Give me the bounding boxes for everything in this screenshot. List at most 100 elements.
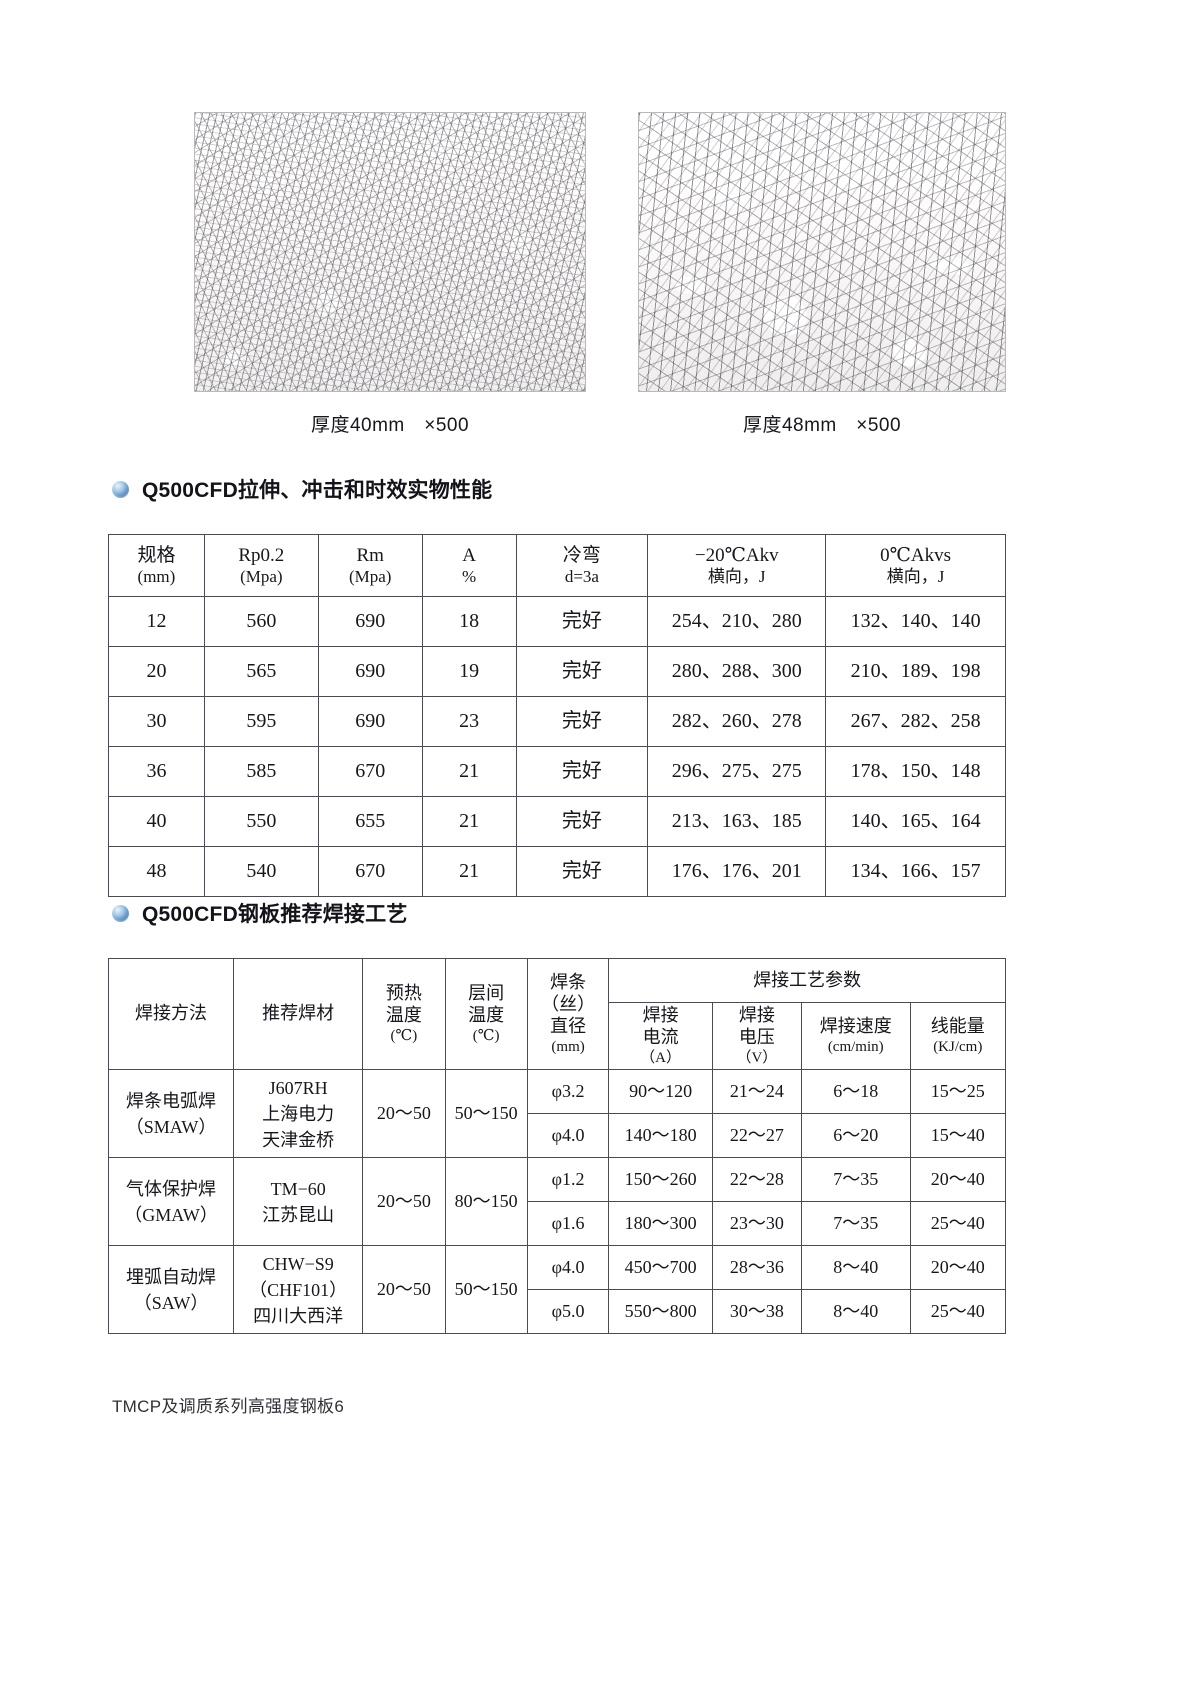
cell-akv-minus20: 254、210、280 — [647, 596, 827, 647]
cell-akv-minus20: 176、176、201 — [647, 846, 827, 897]
cell-spec: 40 — [108, 796, 205, 847]
table-row: 36 585 670 21 完好 296、275、275 178、150、148 — [108, 746, 1006, 797]
micrograph-block-48mm: 厚度48mm ×500 — [638, 112, 1006, 437]
cell-cold-bend: 完好 — [515, 746, 649, 797]
cell-welding-current: 180～300 — [608, 1201, 713, 1247]
section-heading-label: Q500CFD拉伸、冲击和时效实物性能 — [142, 479, 493, 502]
cell-akv-0: 140、165、164 — [825, 796, 1006, 847]
table-row: 40 550 655 21 完好 213、163、185 140、165、164 — [108, 796, 1006, 847]
micrograph-row: 厚度40mm ×500 厚度48mm ×500 — [0, 112, 1200, 437]
col-header-rm: Rm (Mpa) — [317, 534, 423, 597]
table-header-row: 规格 (mm) Rp0.2 (Mpa) Rm (Mpa) A % 冷弯 d=3a… — [108, 534, 1006, 597]
cell-weld-method: 埋弧自动焊 （SAW） — [107, 1245, 235, 1335]
cell-weld-method-line: （SMAW） — [125, 1116, 217, 1137]
cell-spec: 30 — [108, 696, 205, 747]
cell-welding-speed: 7～35 — [800, 1201, 911, 1247]
table-header-row-sub: 焊接 电流 （A） 焊接 电压 （V） 焊接速度 (cm/min) 线能量 (K… — [109, 1001, 1007, 1071]
cell-interpass-temp: 50～150 — [444, 1245, 528, 1335]
cell-spec: 20 — [108, 646, 205, 697]
cell-electrode-diameter: φ5.0 — [526, 1289, 610, 1335]
welding-procedure-table: 焊接方法 推荐焊材 预热 温度 (℃) 层间 温度 (℃) 焊条 （丝） 直径 … — [107, 957, 1007, 1335]
table-row: 48 540 670 21 完好 176、176、201 134、166、157 — [108, 846, 1006, 897]
cell-heat-input: 15～40 — [909, 1113, 1007, 1159]
header-line1: 层间 — [468, 983, 505, 1003]
col-header-line1: A — [462, 544, 476, 566]
header-unit: (℃) — [472, 1027, 500, 1044]
cell-akv-0: 210、189、198 — [825, 646, 1006, 697]
cell-weld-method-line: （SAW） — [133, 1292, 209, 1313]
cell-welding-current: 550～800 — [608, 1289, 713, 1335]
cell-filler-metal: CHW−S9 （CHF101） 四川大西洋 — [233, 1245, 364, 1335]
col-header-line2: (mm) — [137, 566, 176, 586]
header-line2: 温度 — [385, 1004, 422, 1025]
cell-electrode-diameter: φ1.6 — [526, 1201, 610, 1247]
cell-elongation: 19 — [421, 646, 517, 697]
microstructure-image-40mm — [194, 112, 586, 392]
col-header-heat-input: 线能量 (KJ/cm) — [909, 1001, 1007, 1071]
header-unit: (℃) — [390, 1027, 418, 1044]
cell-akv-minus20: 296、275、275 — [647, 746, 827, 797]
cell-filler-metal-line: 四川大西洋 — [253, 1305, 344, 1326]
table-row: φ5.0 550～800 30～38 8～40 25～40 — [109, 1289, 1007, 1335]
cell-weld-method-line: 气体保护焊 — [126, 1178, 217, 1199]
col-header-cold-bend: 冷弯 d=3a — [515, 534, 649, 597]
cell-elongation: 21 — [421, 796, 517, 847]
cell-rp02: 565 — [203, 646, 319, 697]
cell-welding-speed: 6～20 — [800, 1113, 911, 1159]
col-header-line2: 横向，J — [886, 566, 945, 586]
header-unit: （V） — [736, 1049, 778, 1066]
cell-filler-metal-line: J607RH — [268, 1077, 328, 1098]
header-unit: (cm/min) — [827, 1038, 884, 1055]
cell-interpass-temp: 50～150 — [444, 1069, 528, 1159]
header-line2: 电压 — [738, 1026, 775, 1047]
header-line2: （丝） — [541, 993, 596, 1014]
cell-rp02: 595 — [203, 696, 319, 747]
header-unit: （A） — [640, 1049, 682, 1066]
col-header-weld-method: 焊接方法 — [107, 957, 235, 1071]
micrograph-caption-48mm: 厚度48mm ×500 — [742, 415, 902, 436]
cell-elongation: 21 — [421, 846, 517, 897]
cell-welding-voltage: 22～27 — [711, 1113, 802, 1159]
cell-akv-0: 132、140、140 — [825, 596, 1006, 647]
col-header-line2: d=3a — [564, 566, 599, 586]
header-line1: 焊条 — [550, 972, 587, 993]
cell-welding-current: 450～700 — [608, 1245, 713, 1291]
microstructure-image-48mm — [638, 112, 1006, 392]
cell-elongation: 21 — [421, 746, 517, 797]
cell-electrode-diameter: φ4.0 — [526, 1113, 610, 1159]
cell-cold-bend: 完好 — [515, 596, 649, 647]
cell-electrode-diameter: φ4.0 — [526, 1245, 610, 1291]
micrograph-block-40mm: 厚度40mm ×500 — [194, 112, 586, 437]
header-line1: 焊接 — [642, 1005, 679, 1025]
cell-weld-method-line: （GMAW） — [124, 1204, 218, 1225]
table-row: 埋弧自动焊 （SAW） CHW−S9 （CHF101） 四川大西洋 20～50 50～150… — [107, 1245, 1007, 1335]
cell-cold-bend: 完好 — [515, 846, 649, 897]
col-header-welding-voltage: 焊接 电压 （V） — [711, 1001, 802, 1071]
cell-weld-method: 气体保护焊 （GMAW） — [107, 1157, 235, 1247]
table-row: 焊条电弧焊 （SMAW） J607RH 上海电力 天津金桥 20～50 50～150 φ3.2… — [107, 1069, 1007, 1159]
cell-rm: 690 — [317, 596, 423, 647]
col-header-welding-current: 焊接 电流 （A） — [608, 1001, 713, 1071]
cell-electrode-diameter: φ1.2 — [526, 1157, 610, 1203]
cell-filler-metal-line: CHW−S9 — [262, 1253, 334, 1274]
cell-welding-speed: 7～35 — [800, 1157, 911, 1203]
table-row: 12 560 690 18 完好 254、210、280 132、140、140 — [108, 596, 1006, 647]
cell-spec: 48 — [108, 846, 205, 897]
cell-filler-metal: J607RH 上海电力 天津金桥 — [233, 1069, 364, 1159]
cell-akv-minus20: 280、288、300 — [647, 646, 827, 697]
table-row: 30 595 690 23 完好 282、260、278 267、282、258 — [108, 696, 1006, 747]
cell-welding-voltage: 22～28 — [711, 1157, 802, 1203]
col-header-line1: Rm — [356, 544, 384, 566]
micrograph-caption-40mm: 厚度40mm ×500 — [310, 415, 470, 436]
col-header-line2: (Mpa) — [348, 566, 392, 586]
cell-preheat-temp: 20～50 — [362, 1245, 446, 1335]
col-header-line1: 规格 — [137, 544, 176, 566]
cell-cold-bend: 完好 — [515, 646, 649, 697]
cell-akv-minus20: 282、260、278 — [647, 696, 827, 747]
cell-welding-voltage: 30～38 — [711, 1289, 802, 1335]
mechanical-properties-table: 规格 (mm) Rp0.2 (Mpa) Rm (Mpa) A % 冷弯 d=3a… — [108, 534, 1006, 897]
col-header-filler-metal: 推荐焊材 — [233, 957, 364, 1071]
table-header-row-top: 焊接方法 推荐焊材 预热 温度 (℃) 层间 温度 (℃) 焊条 （丝） 直径 … — [107, 957, 1006, 1071]
cell-filler-metal-line: 江苏昆山 — [262, 1204, 335, 1225]
col-header-akv-0: 0℃Akvs 横向，J — [825, 534, 1006, 597]
